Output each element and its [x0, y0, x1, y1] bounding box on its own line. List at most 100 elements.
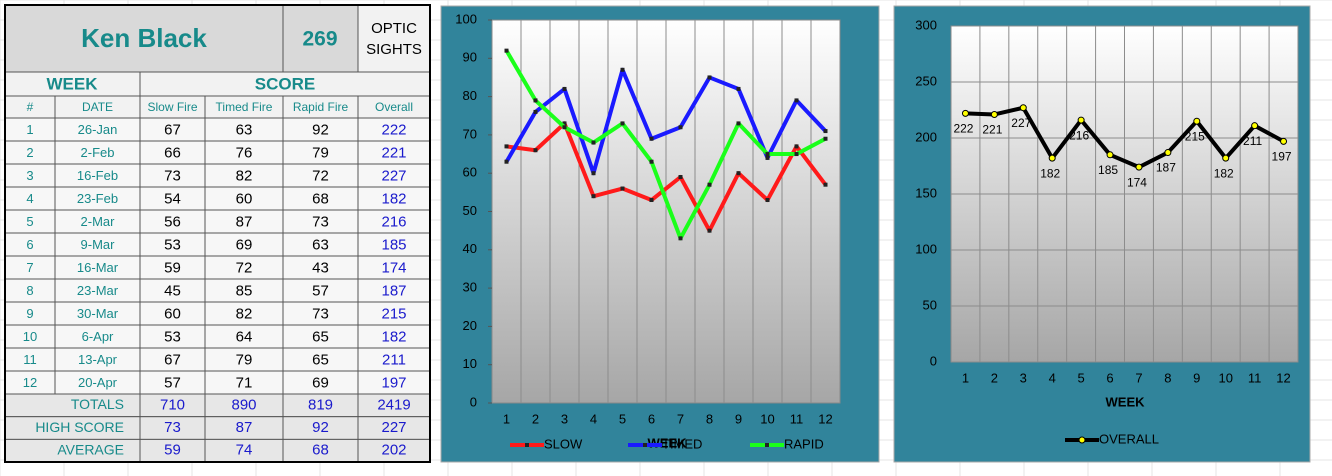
point: [620, 67, 625, 72]
point: [649, 136, 654, 141]
cell-text: 197: [381, 374, 406, 391]
cell-text: 23-Feb: [77, 191, 118, 206]
point: [1193, 117, 1201, 125]
cell-text: 182: [381, 328, 406, 345]
point: [823, 182, 828, 187]
y-tick-label: 20: [463, 318, 477, 333]
cell-text: 216: [381, 213, 406, 230]
y-tick-label: 60: [463, 165, 477, 180]
legend-marker: [525, 443, 529, 447]
x-tick-label: 8: [706, 411, 713, 426]
data-label: 227: [1011, 116, 1031, 130]
cell-text: 53: [164, 236, 181, 253]
cell-text: 12: [23, 375, 37, 390]
cell-text: 1: [26, 122, 33, 137]
data-label: 174: [1127, 175, 1147, 189]
cell-text: 63: [312, 236, 329, 253]
point: [562, 86, 567, 91]
point: [1135, 163, 1143, 171]
point: [1077, 116, 1085, 124]
summary-value: 202: [381, 442, 406, 459]
y-tick-label: 50: [463, 203, 477, 218]
x-tick-label: 6: [648, 411, 655, 426]
sight-type: SIGHTS: [366, 41, 422, 58]
cell-text: 79: [312, 144, 329, 161]
data-label: 221: [982, 123, 1002, 137]
column-header: Rapid Fire: [293, 100, 349, 114]
summary-value: 87: [236, 419, 253, 436]
point: [765, 198, 770, 203]
cell-text: 73: [312, 213, 329, 230]
cell-text: 69: [236, 236, 253, 253]
series-line: [506, 121, 828, 233]
point: [1019, 104, 1027, 112]
data-label: 222: [953, 122, 973, 136]
legend-marker: [1078, 436, 1086, 444]
x-tick-label: 12: [818, 411, 832, 426]
cell-text: 63: [236, 121, 253, 138]
cell-text: 2: [26, 145, 33, 160]
point: [1164, 149, 1172, 157]
y-tick-label: 50: [923, 297, 937, 312]
point: [823, 136, 828, 141]
cell-text: 57: [164, 374, 181, 391]
cell-text: 11: [23, 352, 37, 367]
cell: [357, 4, 431, 73]
total-score: 269: [302, 28, 337, 51]
cell-text: 174: [381, 259, 406, 276]
group-header: WEEK: [47, 74, 99, 93]
point: [678, 175, 683, 180]
cell-text: 76: [236, 144, 253, 161]
point: [823, 129, 828, 134]
point: [765, 155, 770, 160]
cell-text: 13-Apr: [78, 352, 118, 367]
point: [794, 152, 799, 157]
data-label: 215: [1185, 129, 1205, 143]
cell-text: 60: [236, 190, 253, 207]
cell-text: 68: [312, 190, 329, 207]
sight-type: OPTIC: [371, 20, 417, 37]
summary-value: 68: [312, 442, 329, 459]
point: [1280, 137, 1288, 145]
summary-value: 2419: [377, 396, 410, 413]
point: [961, 109, 969, 117]
cell-text: 72: [236, 259, 253, 276]
cell-text: 215: [381, 305, 406, 322]
point: [736, 86, 741, 91]
x-tick-label: 3: [1020, 370, 1027, 385]
cell-text: 8: [26, 283, 33, 298]
x-tick-label: 7: [677, 411, 684, 426]
column-header: Timed Fire: [216, 100, 273, 114]
summary-label: TOTALS: [71, 396, 124, 412]
summary-value: 890: [231, 396, 256, 413]
point: [649, 159, 654, 164]
y-tick-label: 100: [915, 241, 937, 256]
y-tick-label: 0: [930, 353, 937, 368]
cell-text: 65: [312, 328, 329, 345]
cell-text: 187: [381, 282, 406, 299]
data-label: 182: [1040, 166, 1060, 180]
x-tick-label: 10: [760, 411, 774, 426]
cell-text: 64: [236, 328, 253, 345]
cell-text: 10: [23, 329, 37, 344]
cell-text: 82: [236, 167, 253, 184]
summary-value: 92: [312, 419, 329, 436]
cell: [282, 4, 359, 73]
summary-value: 710: [160, 396, 185, 413]
point: [649, 198, 654, 203]
point: [736, 121, 741, 126]
cell-text: 211: [382, 351, 406, 368]
cell-text: 71: [236, 374, 253, 391]
point: [504, 48, 509, 53]
cell-text: 16-Mar: [77, 260, 119, 275]
x-tick-label: 6: [1106, 370, 1113, 385]
cell-text: 9-Mar: [81, 237, 116, 252]
cell-text: 60: [164, 305, 181, 322]
point: [620, 121, 625, 126]
column-header: Slow Fire: [147, 100, 197, 114]
x-tick-label: 1: [962, 370, 969, 385]
data-label: 197: [1272, 150, 1292, 164]
y-tick-label: 0: [470, 394, 477, 409]
y-tick-label: 200: [915, 129, 937, 144]
point: [533, 98, 538, 103]
